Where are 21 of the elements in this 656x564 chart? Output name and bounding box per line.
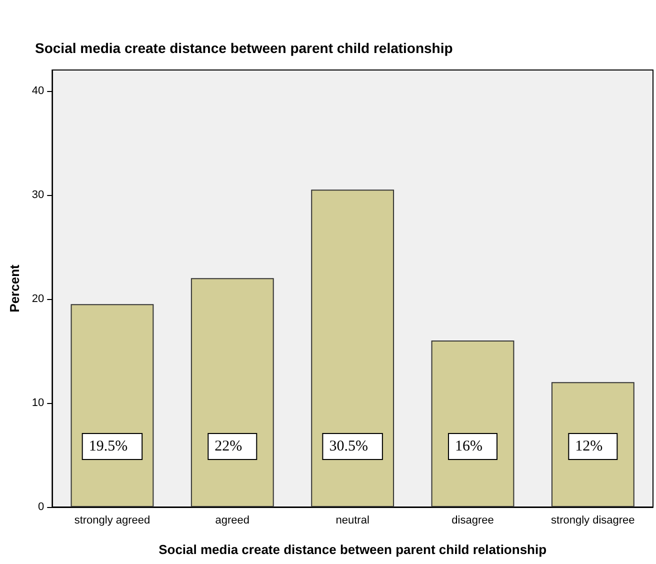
- x-tick-label: neutral: [336, 514, 370, 526]
- x-tick-label: strongly disagree: [551, 514, 635, 526]
- y-tick-label: 40: [32, 84, 44, 97]
- y-tick-label: 20: [32, 292, 44, 305]
- x-tick-label: agreed: [215, 514, 250, 526]
- x-axis-title: Social media create distance between parent child relationship: [158, 542, 547, 557]
- x-tick-label: disagree: [452, 514, 494, 526]
- bar: [431, 340, 514, 507]
- y-axis-title: Percent: [7, 264, 22, 312]
- data-label: 12%: [575, 438, 603, 454]
- bar: [311, 190, 394, 507]
- data-label: 19.5%: [88, 438, 128, 454]
- x-tick-label: strongly agreed: [74, 514, 150, 526]
- data-label: 22%: [214, 438, 242, 454]
- bar: [190, 278, 274, 507]
- y-tick-label: 10: [32, 396, 44, 409]
- data-label: 16%: [454, 438, 482, 454]
- y-tick-label: 30: [32, 188, 44, 201]
- chart-title: Social media create distance between parent child relationship: [35, 40, 453, 56]
- data-label: 30.5%: [329, 438, 368, 454]
- y-tick-label: 0: [38, 501, 44, 513]
